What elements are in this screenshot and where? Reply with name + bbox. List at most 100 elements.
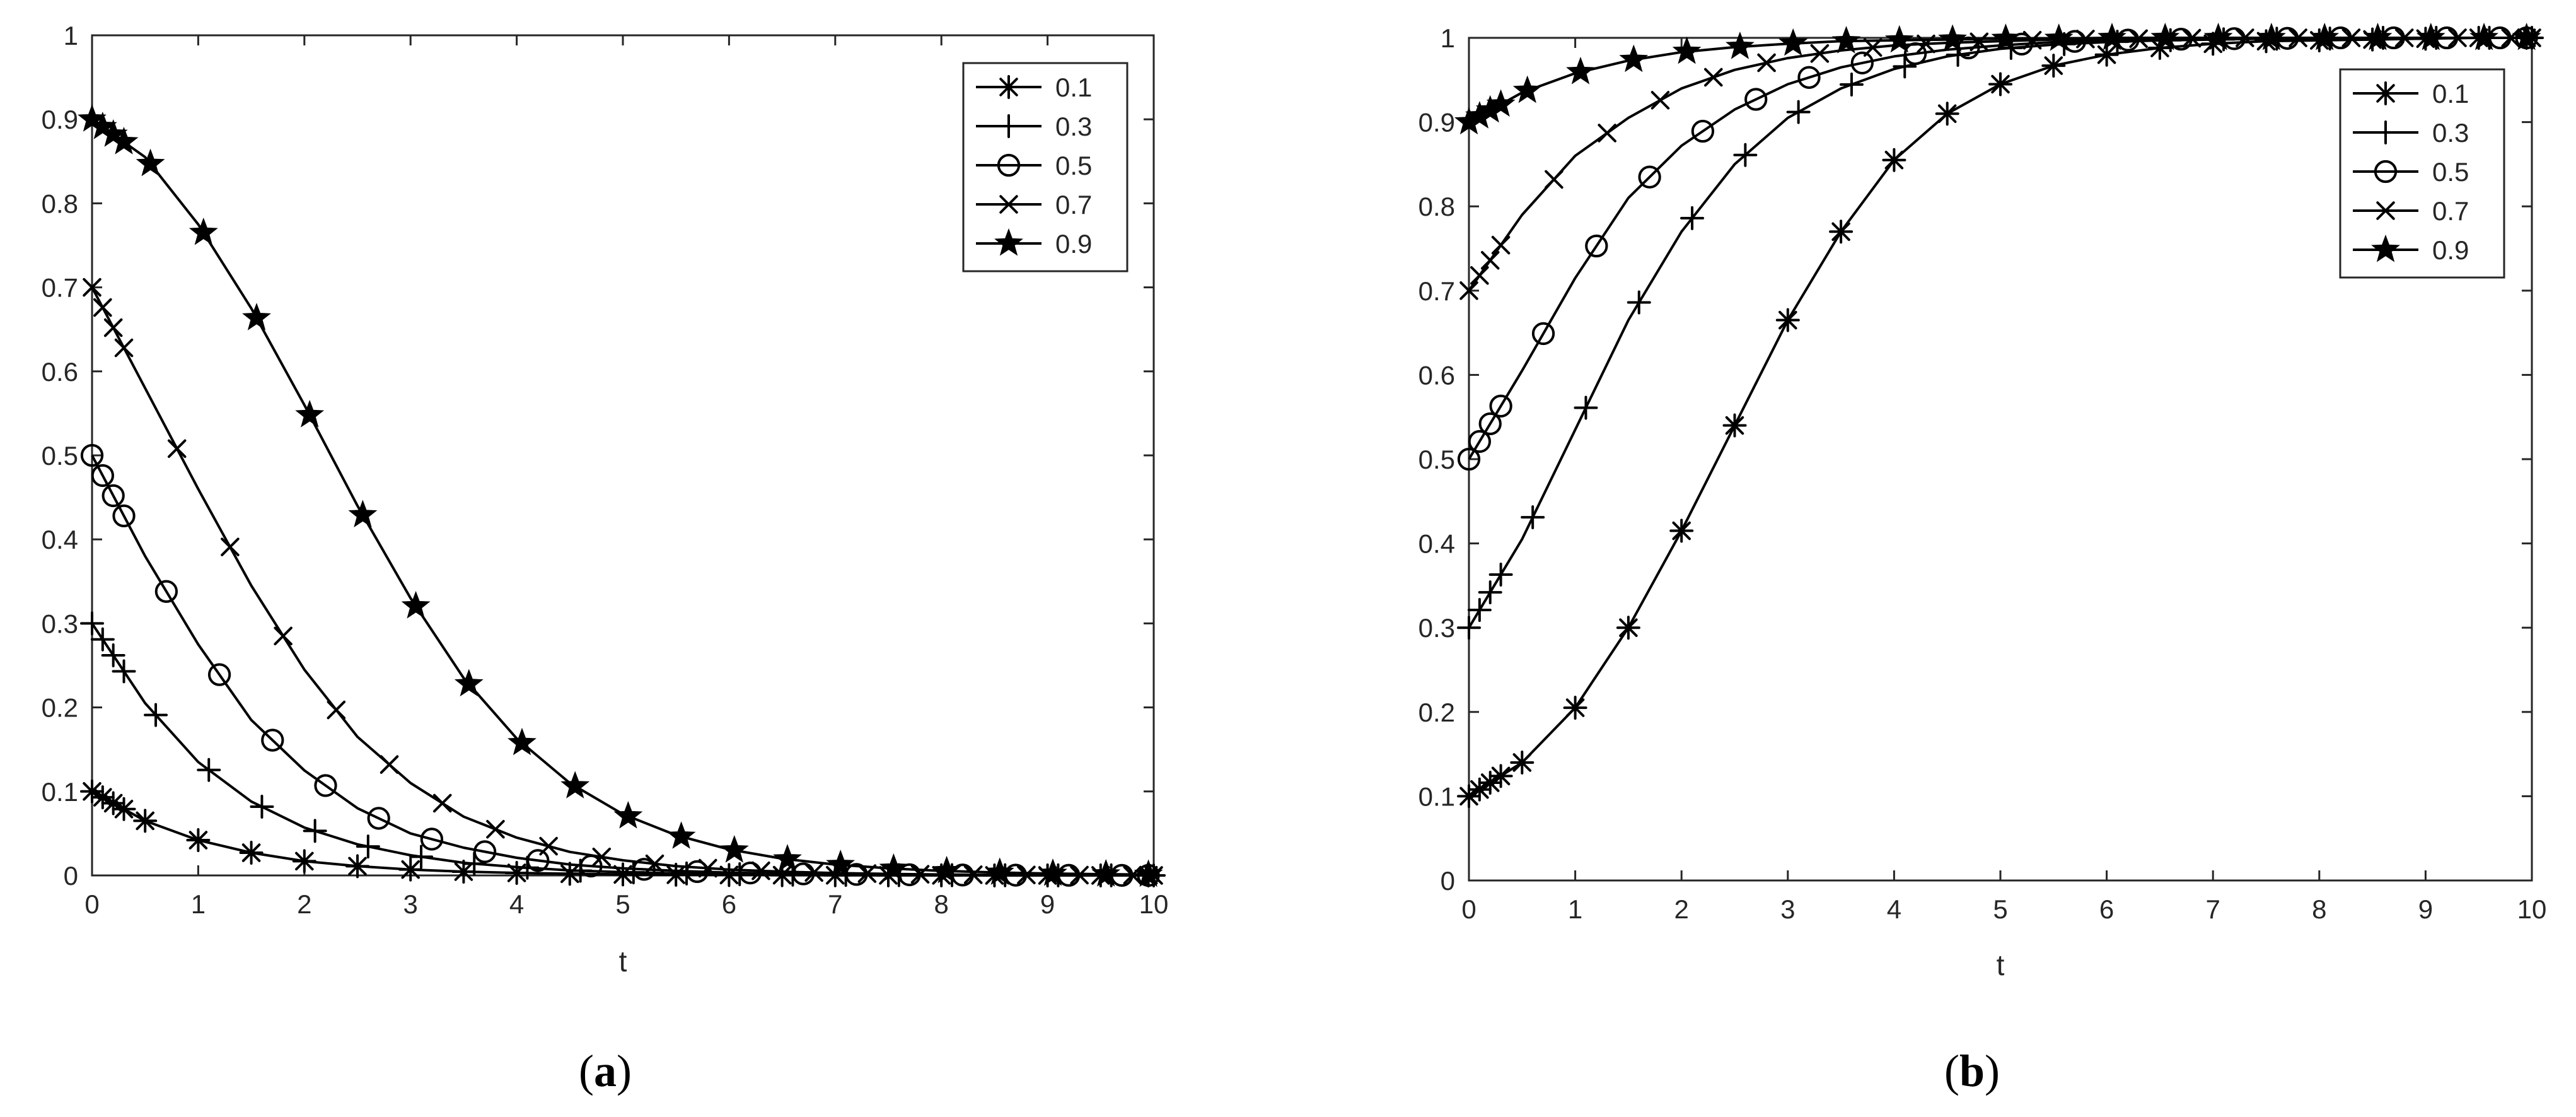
data-point — [1017, 865, 1036, 884]
y-tick-label: 0.5 — [1419, 445, 1455, 474]
data-point — [1988, 72, 2012, 96]
data-point — [1470, 266, 1489, 285]
data-point — [101, 643, 125, 668]
y-axis: 0 0.1 0.2 0.3 0.4 0.5 0.6 0.7 0.8 0.9 1 — [1419, 23, 2532, 896]
data-point — [560, 771, 590, 798]
data-point — [93, 298, 112, 317]
series-line — [91, 286, 1154, 877]
legend-marker — [2374, 160, 2398, 184]
data-point — [250, 795, 274, 819]
data-point — [1704, 67, 1723, 87]
data-point — [1733, 143, 1758, 167]
data-point — [454, 669, 484, 697]
data-point — [773, 844, 802, 872]
data-point — [186, 828, 211, 853]
x-tick-label: 3 — [1780, 894, 1795, 924]
data-point — [80, 443, 104, 467]
legend-marker — [999, 195, 1018, 214]
legend-marker — [2374, 81, 2398, 105]
legend-marker — [994, 228, 1023, 256]
data-point — [274, 626, 293, 646]
series-0.7 — [83, 278, 1158, 885]
y-tick-label: 0 — [64, 861, 78, 891]
y-tick-label: 0.6 — [1419, 360, 1455, 390]
data-point — [261, 728, 284, 752]
x-axis-label: t — [1997, 949, 2005, 981]
caption-close: ) — [617, 1046, 632, 1096]
data-point — [367, 807, 390, 830]
data-point — [1669, 518, 1694, 543]
data-point — [1786, 100, 1811, 124]
y-axis: 0 0.1 0.2 0.3 0.4 0.5 0.6 0.7 0.8 0.9 1 — [42, 21, 1154, 891]
legend-item: 0.3 — [976, 112, 1092, 141]
data-point — [1467, 598, 1492, 623]
data-point — [348, 500, 378, 528]
series-group — [78, 104, 1166, 887]
data-point — [592, 847, 612, 867]
x-tick-label: 5 — [615, 889, 630, 919]
data-point — [1598, 124, 1616, 143]
legend-item: 0.1 — [976, 73, 1092, 102]
panel-caption: (b) — [1944, 1046, 2000, 1096]
data-point — [1459, 281, 1478, 300]
data-point — [804, 863, 823, 882]
x-tick-label: 5 — [1993, 894, 2007, 924]
legend-label: 0.5 — [1055, 151, 1092, 180]
data-point — [473, 840, 497, 863]
data-point — [1672, 36, 1702, 64]
x-tick-label: 7 — [828, 889, 842, 919]
x-tick-label: 9 — [2418, 894, 2433, 924]
data-point — [1757, 53, 1776, 73]
data-point — [508, 727, 537, 756]
data-point — [1478, 412, 1502, 436]
data-point — [1680, 206, 1705, 230]
data-point — [826, 850, 856, 877]
data-point — [292, 849, 316, 874]
series-group — [1454, 22, 2544, 809]
y-tick-label: 0.7 — [1419, 276, 1455, 306]
x-tick-label: 3 — [403, 889, 418, 919]
y-tick-label: 0.5 — [42, 441, 78, 471]
x-tick-label: 0 — [84, 889, 99, 919]
x-tick-label: 9 — [1040, 889, 1055, 919]
legend-item: 0.7 — [976, 190, 1092, 219]
data-point — [2097, 22, 2126, 50]
data-point — [1488, 764, 1513, 788]
legend-marker — [2374, 120, 2398, 144]
legend: 0.1 0.3 0.5 0.7 0.9 — [962, 62, 1128, 272]
data-point — [109, 127, 139, 155]
legend-item: 0.5 — [976, 151, 1092, 180]
x-tick-label: 4 — [1887, 894, 1901, 924]
data-point — [1510, 750, 1535, 775]
data-point — [1563, 696, 1587, 720]
data-point — [1091, 858, 1121, 887]
data-point — [1810, 44, 1830, 63]
legend-marker — [2371, 234, 2400, 262]
caption-letter: b — [1959, 1046, 1985, 1096]
legend-label: 0.7 — [1055, 190, 1092, 219]
y-tick-label: 0.9 — [1419, 108, 1455, 137]
data-point — [613, 800, 643, 829]
x-tick-label: 10 — [2517, 894, 2547, 924]
data-point — [1831, 26, 1861, 54]
x-tick-label: 1 — [191, 889, 206, 919]
data-point — [83, 278, 102, 297]
data-point — [2310, 22, 2340, 50]
data-point — [112, 504, 136, 528]
data-point — [1457, 447, 1481, 471]
data-point — [1585, 234, 1608, 258]
data-point — [1863, 38, 1883, 57]
data-point — [1491, 235, 1511, 255]
data-point — [207, 663, 231, 686]
x-tick-label: 2 — [297, 889, 311, 919]
legend-label: 0.5 — [2432, 157, 2469, 187]
data-point — [698, 858, 717, 878]
chart-panel-b: 0 0.1 0.2 0.3 0.4 0.5 0.6 0.7 0.8 0.9 1 0 1 2 3 4 5 6 7 8 9… — [1419, 22, 2547, 1096]
y-tick-label: 0.4 — [42, 525, 78, 554]
data-point — [1884, 25, 1914, 53]
x-tick-label: 4 — [509, 889, 524, 919]
data-point — [1938, 24, 1968, 52]
data-point — [2512, 22, 2541, 50]
x-tick-label: 10 — [1139, 889, 1169, 919]
